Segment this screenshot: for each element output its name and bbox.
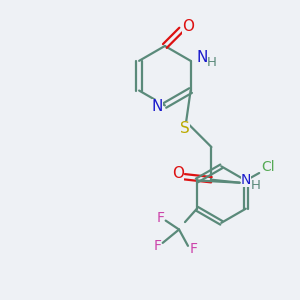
Text: F: F [190, 242, 198, 256]
Text: F: F [156, 211, 164, 225]
Text: N: N [152, 99, 163, 114]
Text: N: N [241, 173, 251, 187]
Text: F: F [153, 239, 161, 253]
Text: O: O [182, 19, 194, 34]
Text: O: O [172, 166, 184, 181]
Text: H: H [207, 56, 217, 69]
Text: N: N [196, 50, 208, 65]
Text: S: S [180, 121, 190, 136]
Text: H: H [251, 179, 261, 192]
Text: Cl: Cl [261, 160, 275, 174]
